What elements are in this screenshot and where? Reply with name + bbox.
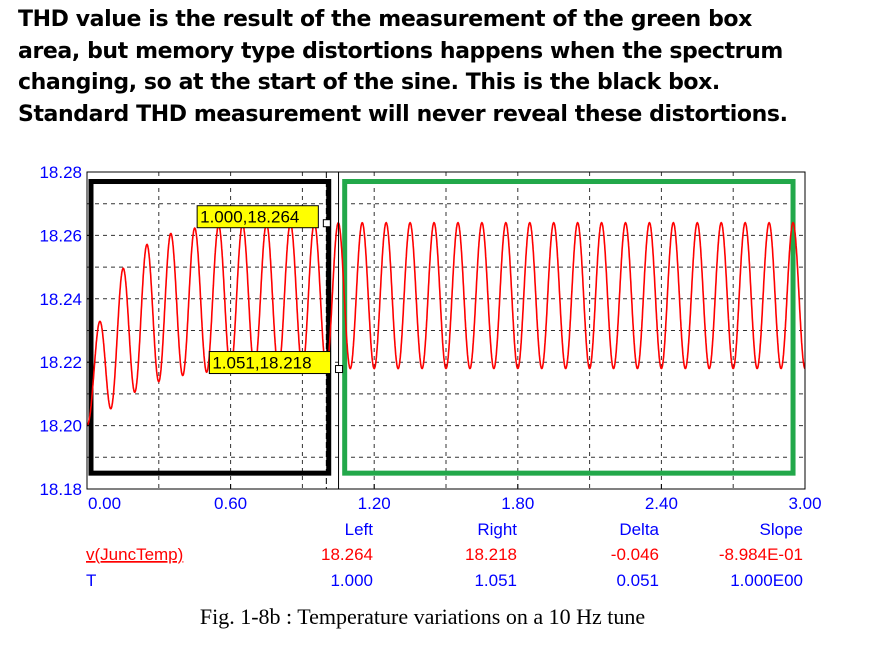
cursor-label: 1.051,18.218 [212,354,311,373]
grid [87,172,805,489]
figure-caption: Fig. 1-8b : Temperature variations on a … [199,604,646,629]
y-tick-label: 18.18 [39,480,82,499]
readout-x-right-value: 1.051 [474,571,517,590]
x-axis-ticks: 0.00 0.60 1.20 1.80 2.40 3.00 [86,484,822,513]
series-layer [86,221,806,427]
readout-x-slope-value: 1.000E00 [730,571,803,590]
readout-header-right: Right [477,520,517,539]
readout-right-value: 18.218 [465,545,517,564]
readout-left-value: 18.264 [321,545,373,564]
highlight-boxes [88,179,796,476]
readout-delta-value: -0.046 [611,545,659,564]
plot-border [86,171,806,490]
readout-header-left: Left [345,520,374,539]
x-tick-label: 1.80 [501,494,534,513]
readout-header-slope: Slope [760,520,803,539]
x-tick-label: 1.20 [358,494,391,513]
y-tick-label: 18.22 [39,353,82,372]
y-axis-ticks: 18.28 18.26 18.24 18.22 18.20 18.18 [39,163,92,499]
y-tick-label: 18.20 [39,417,82,436]
heading-line: Standard THD measurement will never reve… [18,101,788,127]
plot-frame [86,171,806,490]
readout-trace-name[interactable]: v(JuncTemp) [86,545,183,564]
x-tick-label: 0.00 [88,494,121,513]
readout-x-left-value: 1.000 [330,571,373,590]
readout-x-name: T [86,571,96,590]
x-tick-label: 0.60 [214,494,247,513]
readout-x-delta-value: 0.051 [616,571,659,590]
green-box [342,179,796,476]
y-tick-label: 18.28 [39,163,82,182]
heading-line: area, but memory type distortions happen… [18,38,783,64]
series-line-v-junctemp [86,221,806,427]
y-tick-label: 18.26 [39,226,82,245]
x-tick-label: 2.40 [645,494,678,513]
heading-line: THD value is the result of the measureme… [18,7,752,32]
cursor-label-box [196,205,319,229]
cursor-label-box [208,351,332,375]
heading-line: changing, so at the start of the sine. T… [18,70,720,95]
x-tick-label: 3.00 [788,494,821,513]
heading: THD value is the result of the measureme… [18,4,868,130]
cursor-layer: 1.000,18.264 1.051,18.218 [196,172,344,489]
readout-slope-value: -8.984E-01 [719,545,803,564]
cursor-readout: Left Right Delta Slope v(JuncTemp) 18.26… [86,520,803,590]
cursor-marker [322,219,331,228]
cursor-marker [335,365,344,374]
y-tick-label: 18.24 [39,290,82,309]
cursor-label: 1.000,18.264 [200,208,299,227]
readout-header-delta: Delta [619,520,659,539]
chart: 1.000,18.264 1.051,18.218 18.28 18.26 18.24… [39,163,822,590]
black-box [88,179,332,476]
